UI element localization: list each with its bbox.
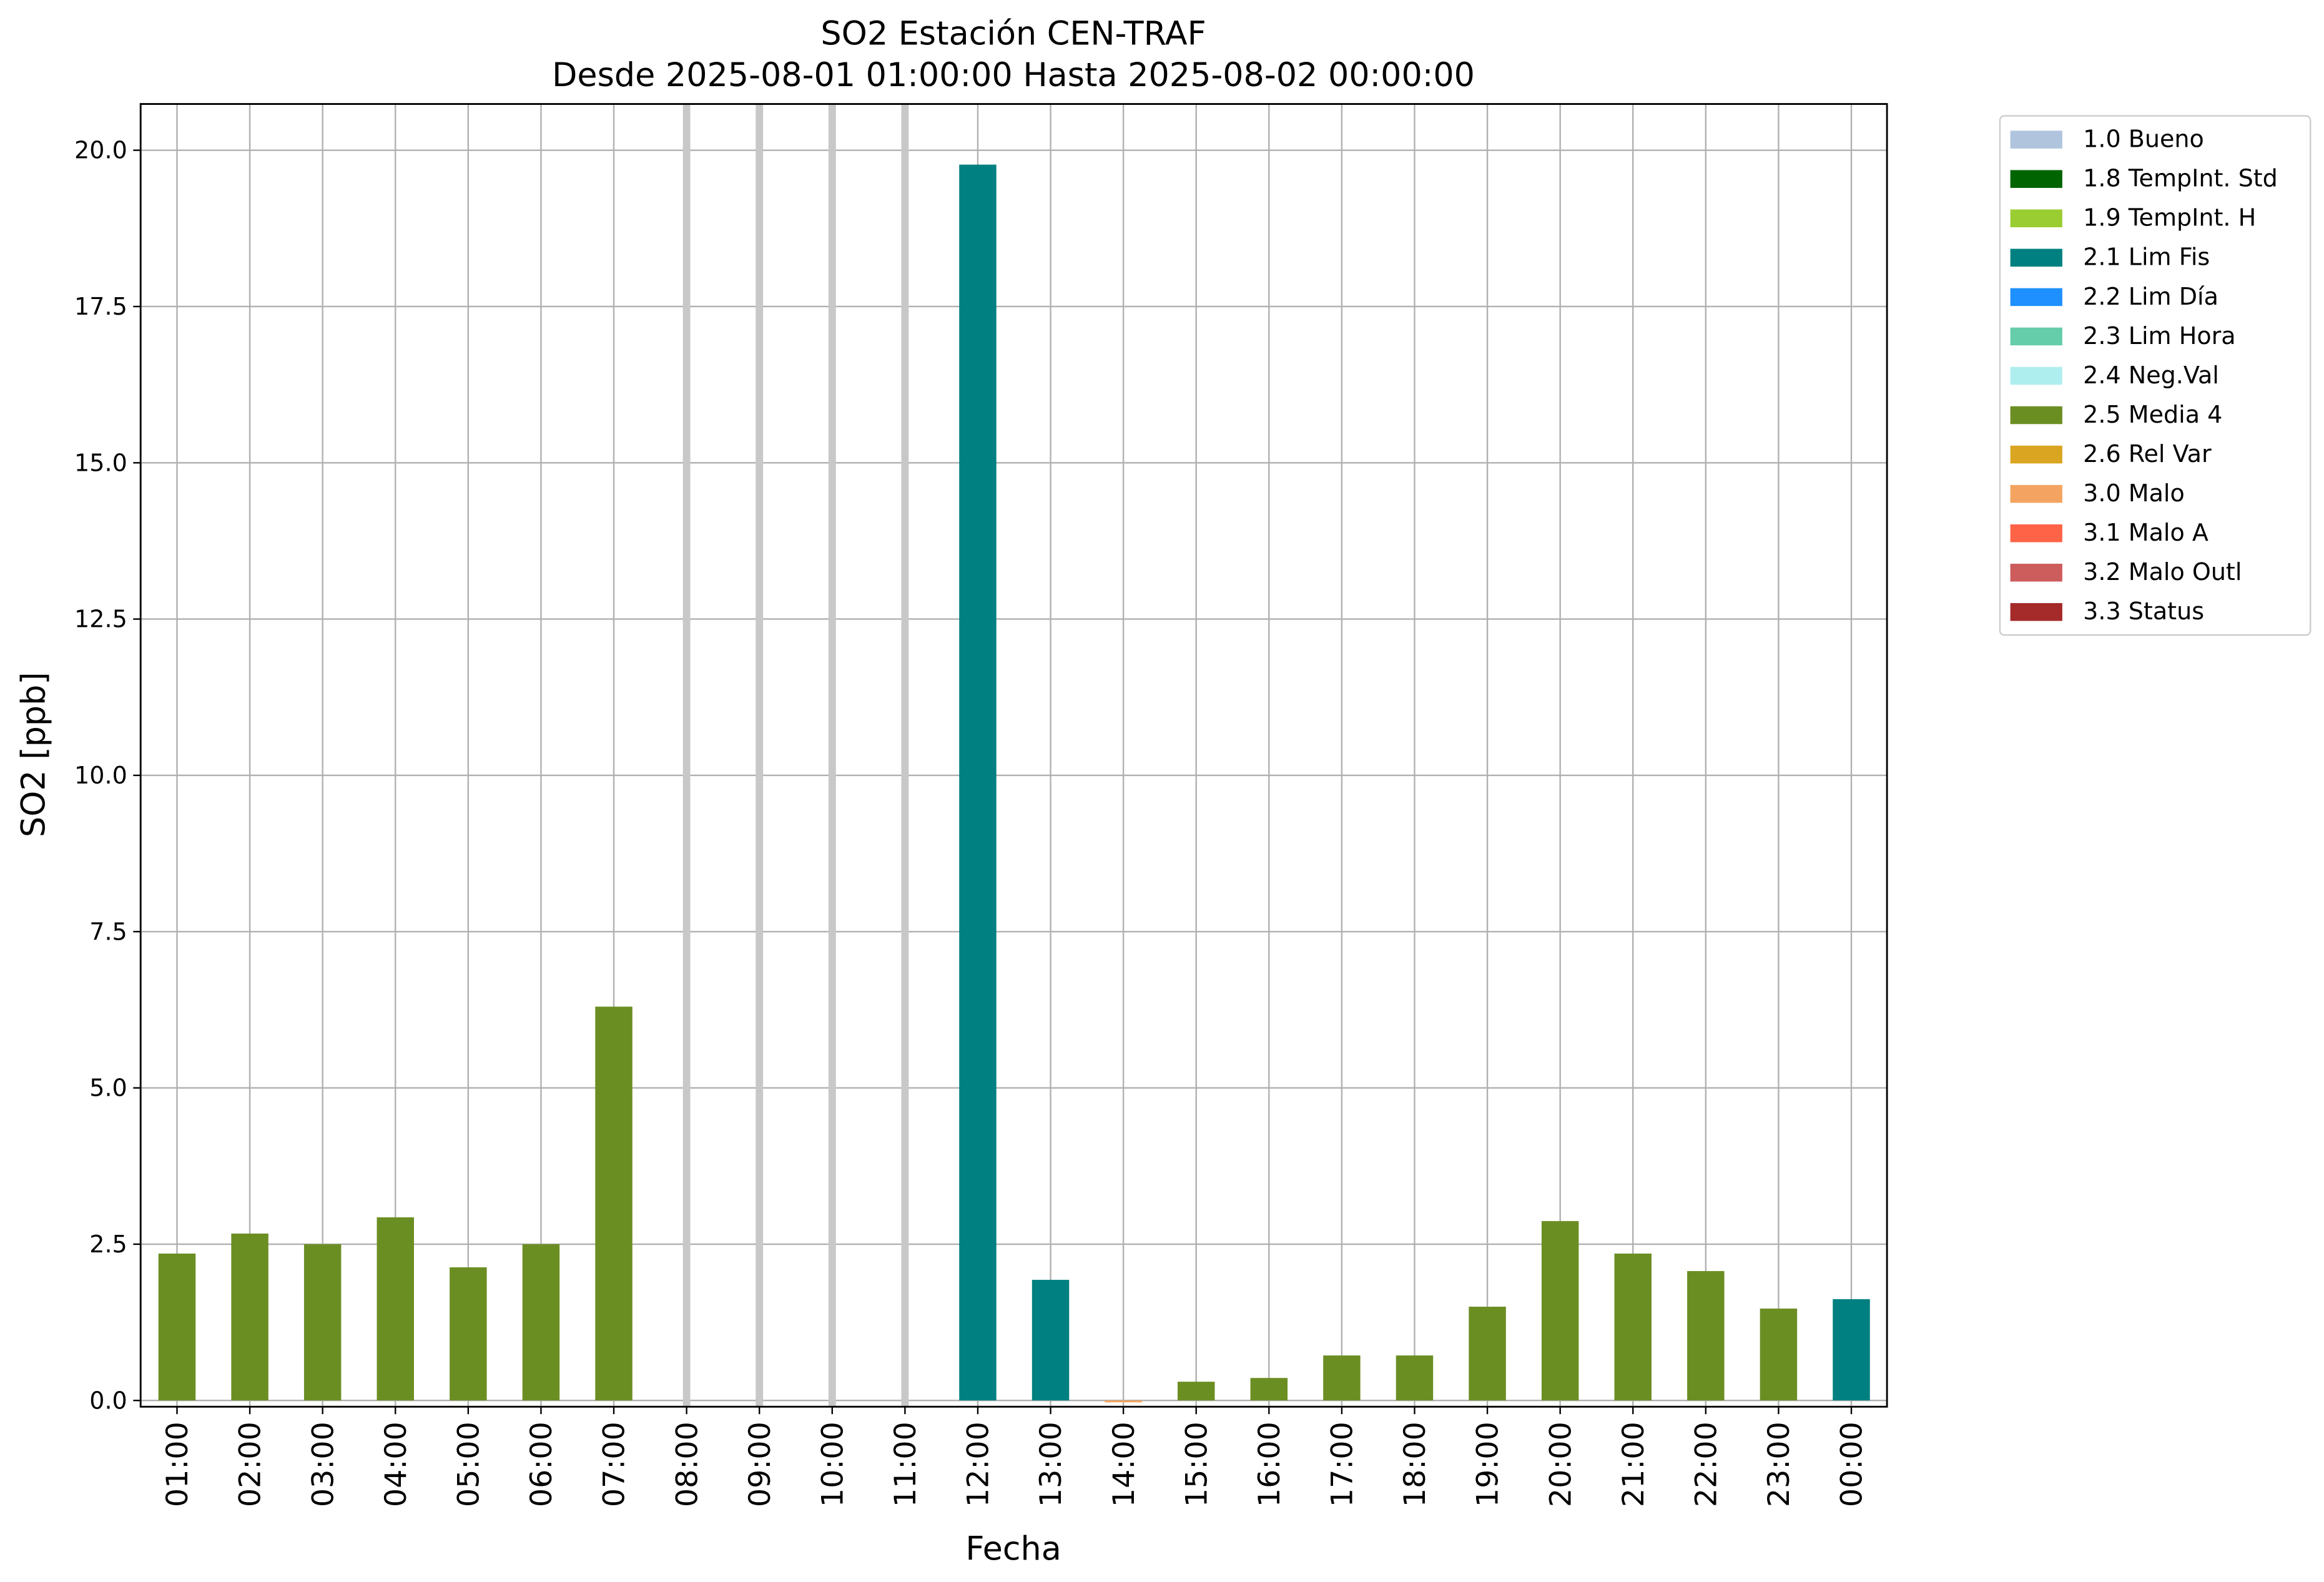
legend-swatch: [2010, 327, 2062, 346]
x-tick-label: 11:00: [889, 1422, 923, 1507]
x-tick-label: 09:00: [743, 1422, 777, 1507]
y-tick-label: 2.5: [89, 1231, 127, 1258]
x-tick-label: 01:00: [160, 1422, 195, 1507]
bar: [377, 1217, 415, 1401]
bar: [1032, 1279, 1070, 1401]
bar: [595, 1006, 633, 1401]
missing-band: [901, 104, 909, 1407]
bar: [1177, 1382, 1215, 1401]
bar: [158, 1253, 196, 1401]
legend-label: 3.2 Malo Outl: [2083, 558, 2242, 586]
chart-subtitle: Desde 2025-08-01 01:00:00 Hasta 2025-08-…: [552, 56, 1475, 94]
legend-label: 3.3 Status: [2083, 597, 2204, 625]
bar: [1541, 1221, 1579, 1401]
y-axis-label: SO2 [ppb]: [15, 672, 53, 837]
plot-frame: [139, 103, 1888, 1408]
x-tick-label: 00:00: [1835, 1422, 1869, 1507]
legend-label: 2.1 Lim Fis: [2083, 243, 2210, 271]
legend-label: 2.4 Neg.Val: [2083, 361, 2219, 389]
y-tick-label: 5.0: [89, 1074, 127, 1102]
bar: [1396, 1355, 1434, 1401]
legend-swatch: [2010, 406, 2062, 425]
bar: [450, 1267, 487, 1401]
bar: [231, 1233, 268, 1401]
bar: [1323, 1355, 1361, 1401]
x-tick-label: 07:00: [598, 1422, 632, 1507]
x-tick-label: 13:00: [1034, 1422, 1068, 1507]
x-tick-label: 23:00: [1762, 1422, 1796, 1507]
bar: [522, 1244, 560, 1401]
x-tick-label: 06:00: [524, 1422, 559, 1507]
legend-label: 1.8 TempInt. Std: [2083, 165, 2278, 192]
legend-label: 2.6 Rel Var: [2083, 440, 2212, 468]
legend-swatch: [2010, 484, 2062, 503]
legend-swatch: [2010, 209, 2062, 228]
legend-label: 1.9 TempInt. H: [2083, 204, 2256, 232]
legend-swatch: [2010, 288, 2062, 307]
legend-swatch: [2010, 563, 2062, 582]
legend-swatch: [2010, 366, 2062, 385]
bar: [1250, 1378, 1288, 1401]
bar: [959, 164, 997, 1401]
legend-box: [1999, 115, 2312, 636]
legend-swatch: [2010, 445, 2062, 464]
legend-swatch: [2010, 248, 2062, 267]
bar: [1469, 1307, 1506, 1401]
y-tick-label: 10.0: [74, 762, 127, 789]
y-tick-label: 20.0: [74, 137, 127, 164]
x-tick-label: 18:00: [1398, 1422, 1432, 1507]
bar: [1687, 1270, 1725, 1401]
x-tick-label: 10:00: [815, 1422, 850, 1507]
y-tick-label: 17.5: [74, 293, 127, 320]
legend-label: 2.3 Lim Hora: [2083, 322, 2235, 350]
x-tick-label: 04:00: [379, 1422, 413, 1507]
y-tick-label: 12.5: [74, 606, 127, 633]
bar: [1614, 1253, 1652, 1401]
y-tick-label: 0.0: [89, 1387, 127, 1414]
x-tick-label: 16:00: [1253, 1422, 1287, 1507]
legend-label: 2.5 Media 4: [2083, 401, 2222, 428]
y-tick-label: 7.5: [89, 918, 127, 945]
legend-swatch: [2010, 170, 2062, 188]
x-tick-label: 19:00: [1471, 1422, 1505, 1507]
legend-label: 1.0 Bueno: [2083, 125, 2204, 153]
x-tick-label: 21:00: [1617, 1422, 1651, 1507]
x-tick-label: 08:00: [670, 1422, 704, 1507]
x-tick-label: 17:00: [1326, 1422, 1360, 1507]
chart-title: SO2 Estación CEN-TRAF: [820, 14, 1206, 52]
x-tick-label: 03:00: [306, 1422, 340, 1507]
missing-band: [682, 104, 691, 1407]
legend-swatch: [2010, 524, 2062, 543]
y-tick-label: 15.0: [74, 449, 127, 476]
legend-label: 3.1 Malo A: [2083, 519, 2208, 546]
bar: [1833, 1299, 1870, 1401]
x-axis-label: Fecha: [965, 1530, 1061, 1568]
missing-band: [828, 104, 836, 1407]
bar: [1760, 1309, 1798, 1401]
bar: [303, 1244, 342, 1401]
missing-band: [756, 104, 764, 1407]
x-tick-label: 15:00: [1179, 1422, 1214, 1507]
legend-swatch: [2010, 130, 2062, 149]
legend-label: 3.0 Malo: [2083, 479, 2185, 507]
bar: [1105, 1400, 1142, 1403]
x-tick-label: 12:00: [962, 1422, 996, 1507]
x-tick-label: 22:00: [1689, 1422, 1723, 1507]
plot-area: [140, 104, 1888, 1407]
x-tick-label: 05:00: [452, 1422, 486, 1507]
x-tick-label: 20:00: [1544, 1422, 1578, 1507]
x-tick-label: 02:00: [234, 1422, 268, 1507]
x-tick-label: 14:00: [1107, 1422, 1141, 1507]
legend-label: 2.2 Lim Día: [2083, 283, 2218, 310]
legend-swatch: [2010, 603, 2062, 621]
